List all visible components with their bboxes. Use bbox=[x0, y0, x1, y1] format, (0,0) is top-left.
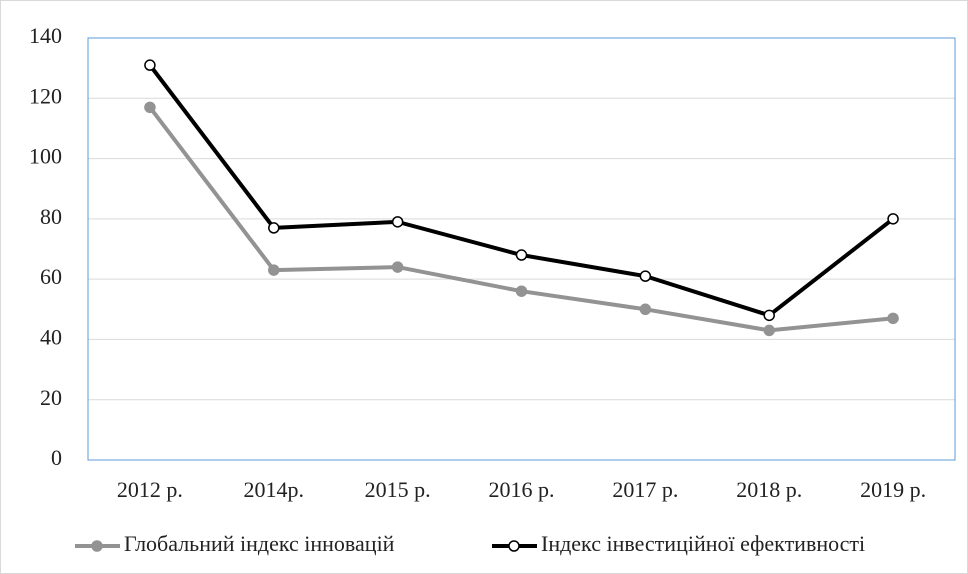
y-tick-label: 60 bbox=[40, 264, 62, 289]
x-tick-label: 2012 р. bbox=[117, 477, 183, 502]
legend-marker bbox=[508, 540, 520, 552]
data-point bbox=[639, 270, 652, 282]
data-point bbox=[391, 216, 404, 228]
y-tick-label: 140 bbox=[29, 23, 62, 48]
x-tick-label: 2016 р. bbox=[489, 477, 555, 502]
y-tick-label: 100 bbox=[29, 144, 62, 169]
data-point bbox=[639, 303, 652, 316]
data-point bbox=[144, 59, 156, 71]
y-tick-label: 120 bbox=[29, 83, 62, 108]
data-point bbox=[144, 101, 156, 114]
data-point bbox=[515, 285, 528, 297]
legend-marker bbox=[91, 540, 103, 552]
data-point bbox=[515, 249, 528, 261]
data-point bbox=[887, 213, 899, 225]
y-tick-label: 80 bbox=[40, 204, 62, 229]
data-point bbox=[763, 309, 775, 322]
x-tick-label: 2014р. bbox=[244, 477, 305, 502]
data-point bbox=[391, 261, 404, 273]
legend-label: Глобальний індекс інновацій bbox=[124, 531, 395, 556]
y-tick-label: 20 bbox=[40, 385, 62, 410]
data-point bbox=[268, 222, 280, 234]
plot-area bbox=[87, 37, 956, 461]
legend-label: Індекс інвестиційної ефективності bbox=[541, 531, 865, 556]
data-point bbox=[268, 264, 280, 276]
x-tick-label: 2017 р. bbox=[612, 477, 678, 502]
data-point bbox=[763, 324, 775, 337]
y-tick-label: 40 bbox=[40, 324, 62, 349]
data-point bbox=[887, 312, 899, 325]
x-tick-label: 2019 р. bbox=[860, 477, 926, 502]
x-tick-label: 2015 р. bbox=[365, 477, 431, 502]
y-tick-label: 0 bbox=[51, 445, 62, 470]
x-tick-label: 2018 р. bbox=[736, 477, 802, 502]
